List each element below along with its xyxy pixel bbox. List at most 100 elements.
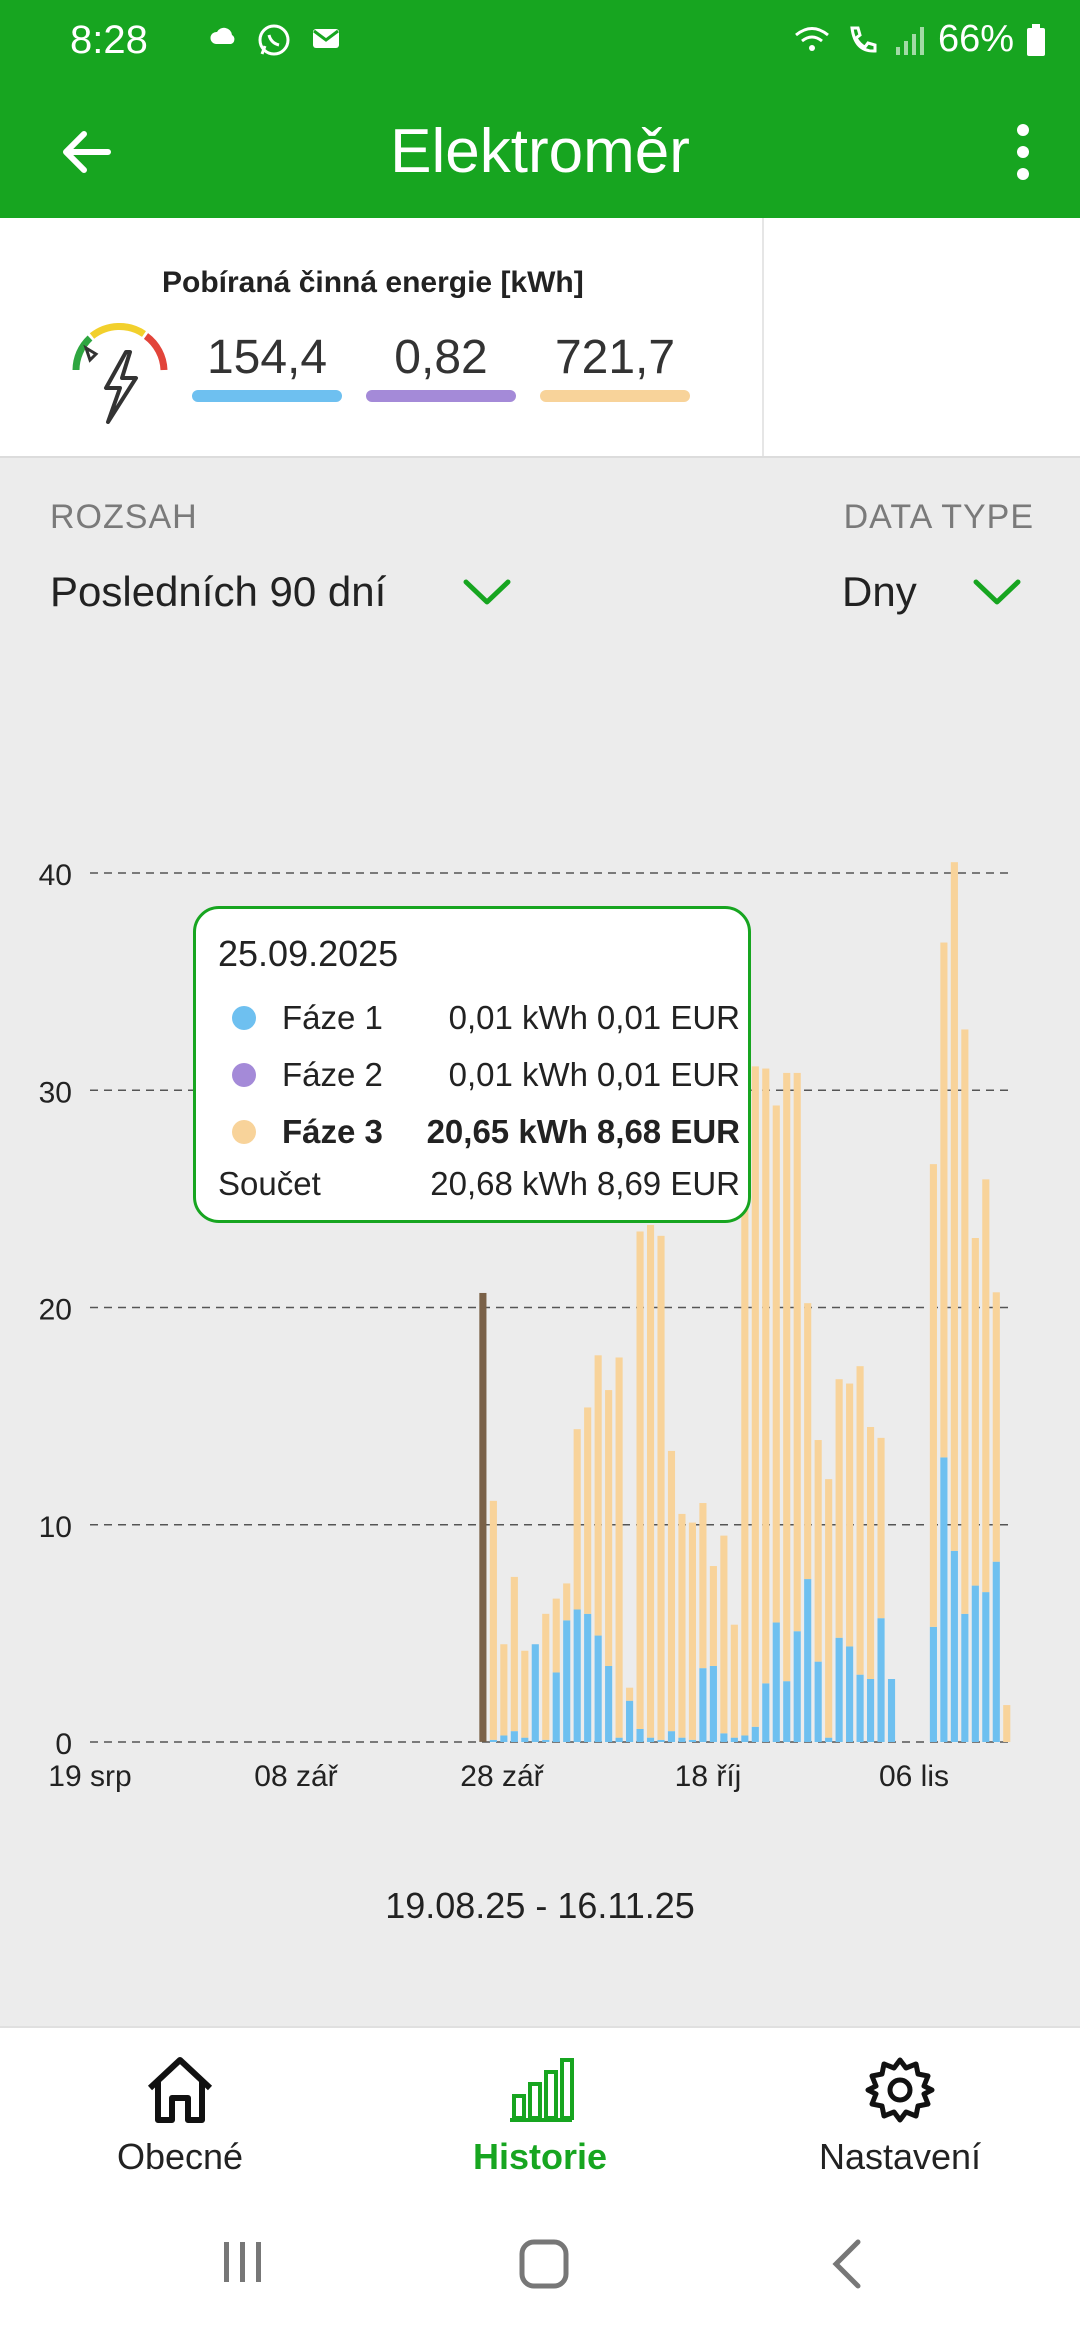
bar-phase1 bbox=[563, 1620, 570, 1742]
x-tick-label: 18 říj bbox=[675, 1760, 742, 1793]
bar-phase1 bbox=[595, 1636, 602, 1742]
x-tick-label: 08 zář bbox=[254, 1760, 338, 1793]
data-type-select[interactable]: Dny bbox=[842, 568, 917, 616]
bar-phase3 bbox=[877, 1438, 884, 1618]
bar-phase3 bbox=[710, 1566, 717, 1666]
chevron-down-icon[interactable] bbox=[972, 576, 1022, 608]
bar-phase1 bbox=[542, 1740, 549, 1742]
bar-phase3 bbox=[867, 1427, 874, 1679]
bar-phase1 bbox=[500, 1735, 507, 1742]
bar-phase1 bbox=[846, 1646, 853, 1742]
phase3-total: 721,7 bbox=[540, 330, 690, 385]
bar-phase3 bbox=[731, 1625, 738, 1738]
bar-phase1 bbox=[731, 1738, 738, 1742]
home-icon bbox=[142, 2052, 218, 2128]
phase2-color-bar bbox=[366, 390, 516, 402]
bar-phase1 bbox=[521, 1738, 528, 1742]
bar-phase1 bbox=[605, 1666, 612, 1742]
bar-phase3 bbox=[982, 1179, 989, 1592]
bar-phase1 bbox=[710, 1666, 717, 1742]
meter-summary: Pobíraná činná energie [kWh] 154,4 0,82 … bbox=[0, 218, 1080, 458]
recent-apps-icon[interactable] bbox=[220, 2238, 266, 2286]
home-button-icon[interactable] bbox=[518, 2238, 570, 2290]
bar-phase1 bbox=[783, 1681, 790, 1742]
bar-phase3 bbox=[479, 1293, 486, 1742]
bar-phase1 bbox=[752, 1727, 759, 1742]
tooltip-series-name: Fáze 1 bbox=[282, 999, 398, 1037]
phase2-dot bbox=[232, 1063, 256, 1087]
nav-label: Nastavení bbox=[750, 2136, 1050, 2178]
nav-label: Obecné bbox=[30, 2136, 330, 2178]
bar-phase3 bbox=[752, 1066, 759, 1726]
system-back-icon[interactable] bbox=[828, 2238, 868, 2290]
bar-phase1 bbox=[647, 1738, 654, 1742]
bar-phase3 bbox=[563, 1583, 570, 1620]
tooltip-kwh: 0,01 kWh bbox=[398, 1056, 588, 1094]
bar-phase3 bbox=[762, 1069, 769, 1684]
nav-item-settings[interactable]: Nastavení bbox=[750, 2052, 1050, 2178]
phase3-dot bbox=[232, 1120, 256, 1144]
bar-phase3 bbox=[836, 1379, 843, 1638]
phase2-total: 0,82 bbox=[366, 330, 516, 385]
notification-icons bbox=[208, 22, 342, 58]
bar-phase1 bbox=[993, 1562, 1000, 1742]
bar-phase3 bbox=[857, 1366, 864, 1674]
bar-phase3 bbox=[521, 1651, 528, 1738]
tooltip-total-label: Součet bbox=[218, 1165, 398, 1203]
nav-item-history[interactable]: Historie bbox=[390, 2052, 690, 2178]
app-bar: Elektroměr bbox=[0, 86, 1080, 218]
signal-icon bbox=[892, 23, 926, 57]
bar-phase1 bbox=[982, 1592, 989, 1742]
nav-label: Historie bbox=[390, 2136, 690, 2178]
bar-phase3 bbox=[972, 1238, 979, 1586]
bar-phase3 bbox=[647, 1225, 654, 1738]
bar-phase3 bbox=[657, 1236, 664, 1740]
phase1-color-bar bbox=[192, 390, 342, 402]
x-tick-label: 28 zář bbox=[460, 1760, 544, 1793]
bar-phase1 bbox=[836, 1638, 843, 1742]
bar-phase1 bbox=[930, 1627, 937, 1742]
phase3-color-bar bbox=[540, 390, 690, 402]
tooltip-kwh: 20,68 kWh bbox=[398, 1165, 588, 1203]
tooltip-series-name: Fáze 3 bbox=[282, 1113, 398, 1151]
tooltip-series-name: Fáze 2 bbox=[282, 1056, 398, 1094]
range-select[interactable]: Posledních 90 dní bbox=[50, 568, 386, 616]
wifi-icon bbox=[792, 23, 832, 57]
bar-phase1 bbox=[511, 1731, 518, 1742]
bar-phase1 bbox=[532, 1644, 539, 1742]
bar-phase3 bbox=[815, 1440, 822, 1662]
divider bbox=[762, 218, 764, 456]
more-options-icon[interactable] bbox=[1008, 120, 1038, 184]
page-title: Elektroměr bbox=[0, 116, 1080, 187]
bar-chart-icon bbox=[502, 2052, 578, 2128]
battery-icon bbox=[1026, 23, 1046, 57]
bar-phase1 bbox=[762, 1683, 769, 1742]
battery-level: 66% bbox=[938, 18, 1014, 61]
bar-phase1 bbox=[773, 1623, 780, 1742]
bar-phase3 bbox=[584, 1407, 591, 1613]
bar-phase1 bbox=[574, 1609, 581, 1742]
tooltip-eur: 8,68 EUR bbox=[588, 1113, 740, 1151]
bar-phase3 bbox=[961, 1029, 968, 1613]
chevron-down-icon[interactable] bbox=[462, 576, 512, 608]
bar-phase1 bbox=[804, 1579, 811, 1742]
nav-item-general[interactable]: Obecné bbox=[30, 2052, 330, 2178]
bar-phase1 bbox=[668, 1731, 675, 1742]
bar-phase3 bbox=[930, 1164, 937, 1627]
tooltip-date: 25.09.2025 bbox=[218, 933, 398, 975]
bar-phase1 bbox=[794, 1631, 801, 1742]
bar-phase3 bbox=[783, 1073, 790, 1681]
bar-phase3 bbox=[825, 1479, 832, 1738]
bar-phase3 bbox=[574, 1429, 581, 1609]
bar-phase1 bbox=[951, 1551, 958, 1742]
bar-phase1 bbox=[657, 1740, 664, 1742]
tooltip-row-phase2: Fáze 2 0,01 kWh 0,01 EUR bbox=[218, 1056, 740, 1094]
x-tick-label: 06 lis bbox=[879, 1760, 949, 1793]
bar-phase3 bbox=[773, 1105, 780, 1622]
bar-phase1 bbox=[877, 1618, 884, 1742]
bar-phase3 bbox=[804, 1303, 811, 1579]
tooltip-row-phase1: Fáze 1 0,01 kWh 0,01 EUR bbox=[218, 999, 740, 1037]
bar-phase3 bbox=[605, 1390, 612, 1666]
mail-icon bbox=[310, 22, 342, 54]
tooltip-kwh: 0,01 kWh bbox=[398, 999, 588, 1037]
